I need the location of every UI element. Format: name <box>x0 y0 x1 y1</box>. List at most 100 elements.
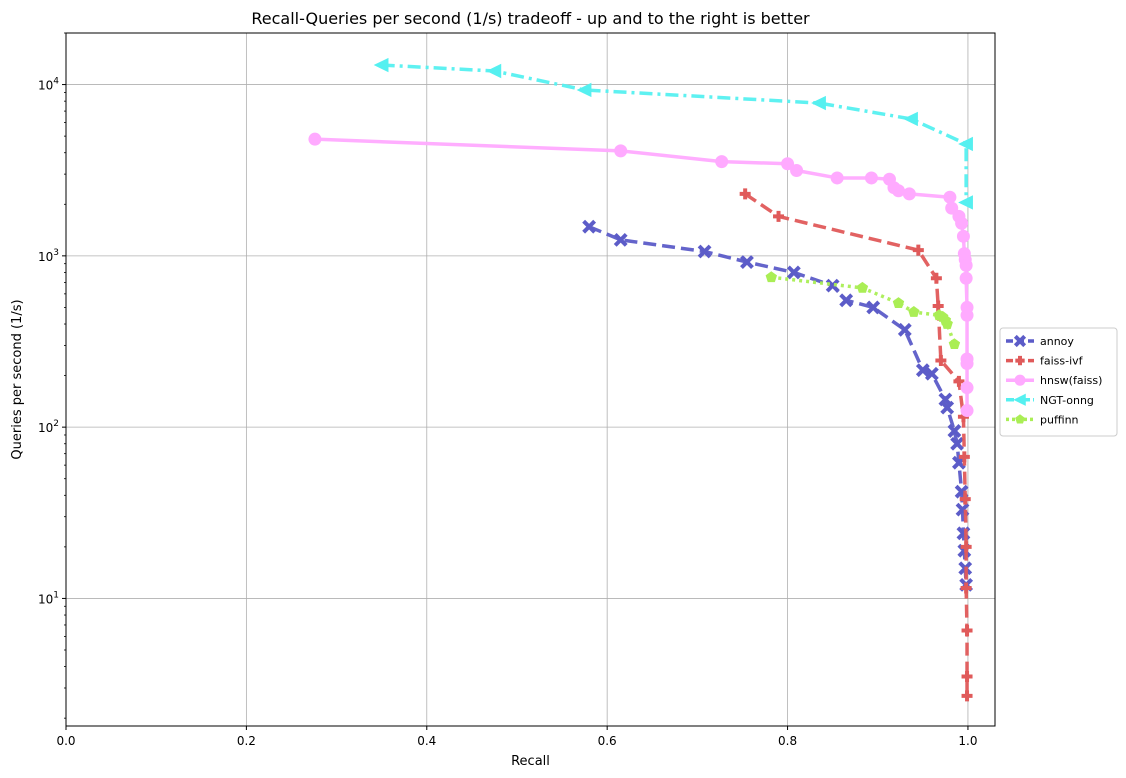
data-point <box>811 95 826 111</box>
data-point <box>576 82 592 98</box>
data-point <box>948 338 961 350</box>
y-tick-label: 104 <box>38 77 59 93</box>
data-point <box>373 57 389 73</box>
series-layer <box>308 57 974 702</box>
data-point <box>960 404 974 418</box>
legend-entry: annoy <box>1006 334 1074 348</box>
data-point <box>959 493 971 505</box>
x-axis-title: Recall <box>511 754 550 769</box>
series-puffinn <box>765 271 961 350</box>
legend-entry: hnsw(faiss) <box>1006 374 1102 387</box>
data-point <box>932 300 944 312</box>
data-point <box>903 111 918 127</box>
data-point <box>956 229 970 243</box>
legend: annoy faiss-ivf hnsw(faiss) NGT-onng puffinn <box>999 327 1118 437</box>
data-point <box>740 255 754 269</box>
data-point <box>960 357 974 371</box>
data-point <box>960 541 972 553</box>
legend-box <box>999 327 1118 437</box>
data-point <box>864 171 878 185</box>
data-point <box>839 293 854 308</box>
y-tick-label: 101 <box>38 590 59 606</box>
data-point <box>891 184 905 198</box>
legend-label: annoy <box>1040 335 1074 348</box>
series-annoy <box>582 219 974 592</box>
data-point <box>950 436 965 451</box>
data-point <box>897 322 912 337</box>
data-point <box>924 366 939 381</box>
data-point <box>486 63 502 79</box>
data-point <box>958 451 970 463</box>
data-point <box>790 163 804 177</box>
chart-title: Recall-Queries per second (1/s) tradeoff… <box>251 9 810 28</box>
x-tick-label: 0.4 <box>417 734 436 748</box>
data-point <box>1015 355 1025 366</box>
legend-entry: NGT-onng <box>1006 393 1094 407</box>
data-point <box>902 187 916 201</box>
data-point <box>582 219 597 234</box>
y-tick-label: 103 <box>38 248 59 264</box>
data-point <box>308 132 322 146</box>
data-point <box>958 136 973 152</box>
data-point <box>930 272 942 284</box>
y-tick-label: 102 <box>38 419 59 435</box>
data-point <box>947 424 962 438</box>
data-point <box>959 258 973 272</box>
series-ngt-onng <box>373 57 973 210</box>
data-point <box>959 271 973 285</box>
x-tick-label: 0.0 <box>56 734 75 748</box>
data-point <box>1015 414 1025 424</box>
legend-label: hnsw(faiss) <box>1040 374 1102 387</box>
x-tick-label: 1.0 <box>958 734 977 748</box>
legend-entry: faiss-ivf <box>1006 355 1084 368</box>
x-tick-label: 0.2 <box>237 734 256 748</box>
data-point <box>1013 393 1026 406</box>
data-point <box>892 297 905 308</box>
data-point <box>739 188 751 200</box>
data-point <box>1013 334 1027 348</box>
data-point <box>943 190 957 204</box>
data-point <box>697 244 712 259</box>
data-point <box>961 624 973 636</box>
data-point <box>715 155 729 169</box>
data-point <box>830 171 844 185</box>
series-hnsw-faiss- <box>308 132 974 418</box>
legend-label: faiss-ivf <box>1040 355 1084 368</box>
axis-ticks: 0.0 0.2 0.4 0.6 0.8 1.0 101 102 103 104 <box>38 32 977 748</box>
data-point <box>940 400 955 415</box>
legend-label: puffinn <box>1040 413 1079 426</box>
data-point <box>935 354 947 366</box>
data-point <box>941 318 953 329</box>
data-point <box>614 144 628 158</box>
data-point <box>908 306 920 317</box>
data-point <box>955 216 969 230</box>
data-point <box>786 265 801 280</box>
data-point <box>961 690 973 702</box>
data-point <box>825 278 840 293</box>
data-point <box>765 271 778 283</box>
data-point <box>866 300 881 315</box>
plot-frame <box>65 32 996 727</box>
data-point <box>960 308 974 322</box>
data-point <box>1014 374 1026 386</box>
y-axis-title: Queries per second (1/s) <box>10 299 25 459</box>
data-point <box>915 363 930 378</box>
data-point <box>912 244 924 256</box>
legend-entry: puffinn <box>1006 413 1079 426</box>
data-point <box>961 671 973 683</box>
series-line <box>588 225 968 585</box>
legend-label: NGT-onng <box>1040 394 1094 407</box>
data-point <box>613 232 628 247</box>
data-point <box>960 582 972 594</box>
x-tick-label: 0.6 <box>598 734 617 748</box>
data-point <box>856 281 869 293</box>
data-point <box>773 210 785 222</box>
data-point <box>953 375 965 387</box>
x-tick-label: 0.8 <box>778 734 797 748</box>
data-point <box>781 157 795 171</box>
data-point <box>958 195 973 210</box>
data-point <box>960 381 974 395</box>
